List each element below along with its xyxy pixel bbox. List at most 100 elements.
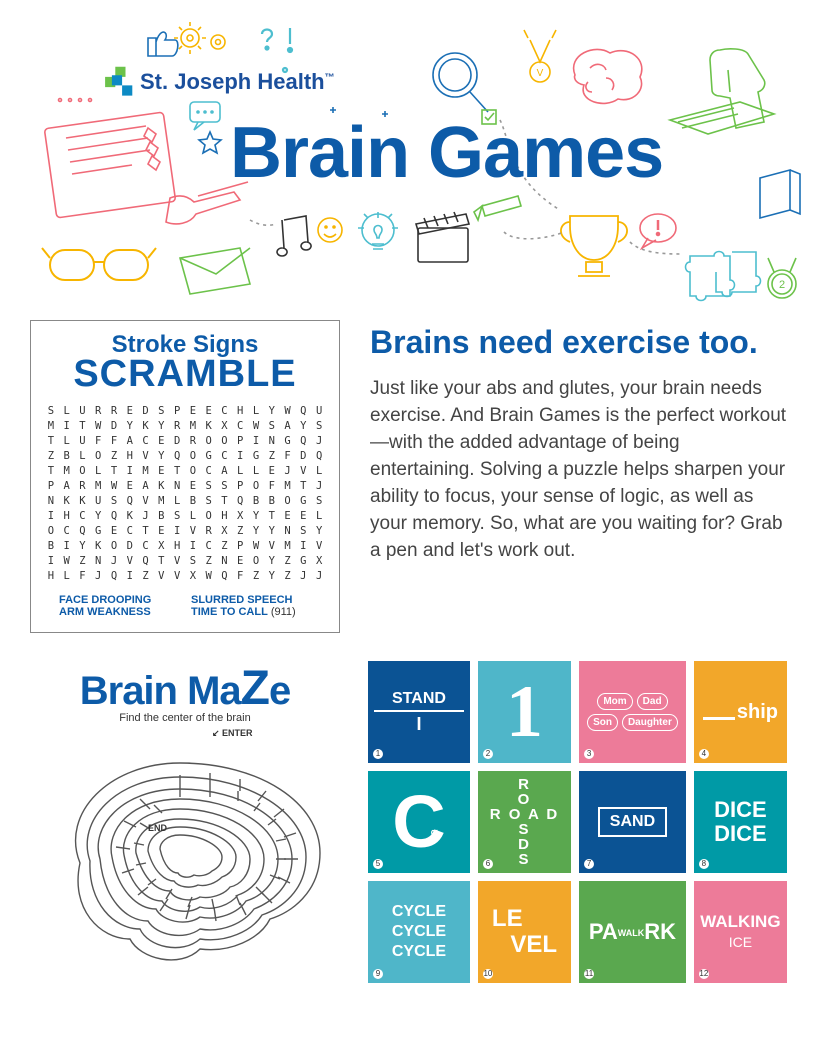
grid-cell: T <box>43 434 59 449</box>
grid-cell: B <box>43 539 59 554</box>
grid-cell: Q <box>106 509 122 524</box>
grid-cell: E <box>153 524 169 539</box>
grid-cell: H <box>43 569 59 584</box>
rebus-tile: DICEDICE8 <box>694 771 787 873</box>
grid-cell: E <box>185 404 201 419</box>
grid-cell: G <box>201 449 217 464</box>
grid-cell: O <box>106 539 122 554</box>
grid-cell: T <box>217 494 233 509</box>
grid-cell: C <box>232 419 248 434</box>
grid-cell: N <box>90 554 106 569</box>
grid-cell: A <box>138 479 154 494</box>
grid-cell: Y <box>264 404 280 419</box>
grid-cell: E <box>106 524 122 539</box>
grid-cell: X <box>217 419 233 434</box>
brain-maze-panel: Brain MaZe Find the center of the brain … <box>30 661 340 973</box>
grid-cell: L <box>75 449 91 464</box>
grid-cell: L <box>311 464 327 479</box>
grid-cell: O <box>248 479 264 494</box>
grid-cell: T <box>264 509 280 524</box>
grid-cell: Y <box>264 524 280 539</box>
grid-cell: Q <box>232 494 248 509</box>
grid-cell: M <box>185 419 201 434</box>
grid-cell: R <box>169 419 185 434</box>
grid-cell: D <box>106 419 122 434</box>
grid-cell: U <box>75 404 91 419</box>
grid-cell: L <box>232 464 248 479</box>
grid-cell: G <box>280 434 296 449</box>
grid-cell: F <box>90 434 106 449</box>
grid-cell: L <box>90 464 106 479</box>
grid-cell: U <box>90 494 106 509</box>
grid-cell: X <box>232 509 248 524</box>
rebus-tile: STANDI1 <box>368 661 470 763</box>
grid-cell: N <box>264 434 280 449</box>
intro-blurb: Brains need exercise too. Just like your… <box>370 320 787 564</box>
brand-logo: St. Joseph Health™ <box>100 65 335 99</box>
rebus-tile: PAWALKRK11 <box>579 881 686 983</box>
grid-cell: U <box>75 434 91 449</box>
grid-cell: V <box>153 569 169 584</box>
grid-cell: A <box>122 434 138 449</box>
rebus-tile: ship4 <box>694 661 787 763</box>
grid-cell: B <box>248 494 264 509</box>
grid-cell: Z <box>264 449 280 464</box>
grid-cell: V <box>311 539 327 554</box>
grid-cell: P <box>232 479 248 494</box>
grid-cell: Q <box>75 524 91 539</box>
grid-cell: C <box>75 509 91 524</box>
grid-cell: T <box>43 464 59 479</box>
grid-cell: G <box>90 524 106 539</box>
grid-cell: H <box>217 509 233 524</box>
grid-cell: N <box>169 479 185 494</box>
maze-enter-label: ↙ ENTER <box>212 728 522 739</box>
grid-cell: I <box>122 464 138 479</box>
grid-cell: M <box>280 479 296 494</box>
grid-cell: S <box>264 419 280 434</box>
grid-cell: S <box>311 494 327 509</box>
grid-cell: E <box>153 464 169 479</box>
grid-cell: F <box>280 449 296 464</box>
grid-cell: W <box>90 419 106 434</box>
grid-cell: B <box>153 509 169 524</box>
grid-cell: Y <box>75 539 91 554</box>
svg-text:2: 2 <box>779 279 785 291</box>
grid-cell: D <box>295 449 311 464</box>
grid-cell: A <box>59 479 75 494</box>
logo-mark-icon <box>100 65 134 99</box>
grid-cell: C <box>138 539 154 554</box>
grid-cell: S <box>106 494 122 509</box>
grid-cell: O <box>185 464 201 479</box>
grid-cell: C <box>201 464 217 479</box>
rebus-tile: SAND7 <box>579 771 686 873</box>
grid-cell: M <box>59 464 75 479</box>
grid-cell: V <box>138 449 154 464</box>
grid-cell: Q <box>217 569 233 584</box>
grid-cell: X <box>217 524 233 539</box>
grid-cell: W <box>106 479 122 494</box>
grid-cell: T <box>153 554 169 569</box>
grid-cell: C <box>217 404 233 419</box>
grid-cell: W <box>280 404 296 419</box>
grid-cell: I <box>185 539 201 554</box>
grid-cell: S <box>295 524 311 539</box>
grid-cell: J <box>106 554 122 569</box>
grid-cell: I <box>169 524 185 539</box>
grid-cell: C <box>217 449 233 464</box>
grid-cell: S <box>169 509 185 524</box>
grid-cell: Y <box>264 554 280 569</box>
grid-cell: Q <box>295 404 311 419</box>
grid-cell: Z <box>43 449 59 464</box>
blurb-heading: Brains need exercise too. <box>370 324 787 361</box>
grid-cell: Z <box>106 449 122 464</box>
scramble-panel: Stroke Signs SCRAMBLE SLURREDSPEECHLYWQU… <box>30 320 340 633</box>
grid-cell: Q <box>169 449 185 464</box>
grid-cell: B <box>264 494 280 509</box>
grid-cell: D <box>169 434 185 449</box>
blurb-body: Just like your abs and glutes, your brai… <box>370 375 787 564</box>
grid-cell: C <box>201 539 217 554</box>
grid-cell: I <box>43 554 59 569</box>
grid-cell: X <box>153 539 169 554</box>
grid-cell: O <box>90 449 106 464</box>
scramble-title: SCRAMBLE <box>43 353 327 396</box>
